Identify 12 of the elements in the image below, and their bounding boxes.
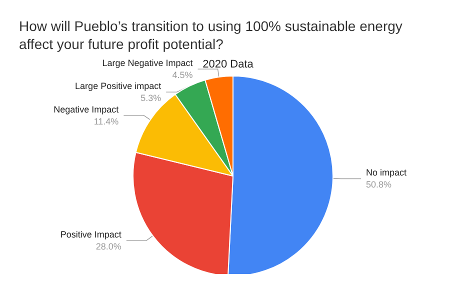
slice-label: Positive Impact [60,230,122,240]
chart-subtitle: 2020 Data [202,58,254,70]
data-label: 50.8% [366,180,392,190]
slice-label: Negative Impact [54,104,120,114]
chart-title: How will Pueblo’s transition to using 100% sustainable energy affect your future profit potential? [19,18,402,52]
slice-label: Large Negative Impact [102,58,194,68]
data-label: 28.0% [96,242,122,252]
data-label: 11.4% [94,116,119,126]
data-label: 5.3% [140,93,162,104]
data-label: 4.5% [172,70,193,80]
slice-label: No impact [366,168,407,178]
slice-label: Large Positive impact [75,81,162,92]
